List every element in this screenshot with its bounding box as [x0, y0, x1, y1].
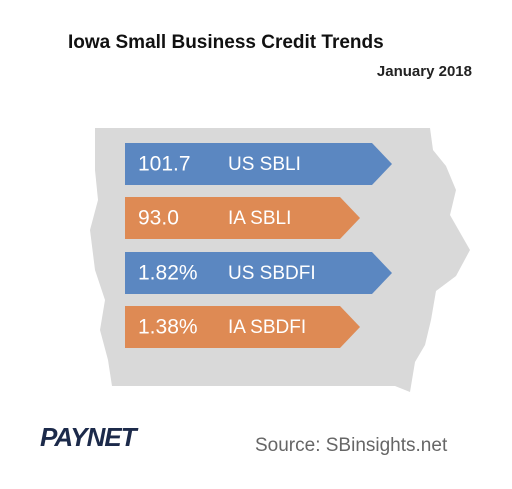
item-value: 93.0: [138, 207, 179, 230]
title: Iowa Small Business Credit Trends: [68, 32, 384, 53]
item-value: 101.7: [138, 153, 191, 176]
logo: PAYNET: [40, 422, 139, 452]
arrow: [125, 252, 392, 294]
item-value: 1.38%: [138, 316, 198, 339]
item-value: 1.82%: [138, 262, 198, 285]
source: Source: SBinsights.net: [255, 435, 448, 456]
subtitle: January 2018: [377, 63, 472, 80]
item-label: US SBLI: [228, 154, 301, 175]
arrow: [125, 143, 392, 185]
arrow: [125, 197, 360, 239]
item-label: IA SBLI: [228, 208, 291, 229]
arrow: [125, 306, 360, 348]
items: 101.7 US SBLI 93.0 IA SBLI 1.82% US SBDFI 1.38…: [125, 143, 392, 348]
item-label: US SBDFI: [228, 263, 316, 284]
item-label: IA SBDFI: [228, 317, 306, 338]
